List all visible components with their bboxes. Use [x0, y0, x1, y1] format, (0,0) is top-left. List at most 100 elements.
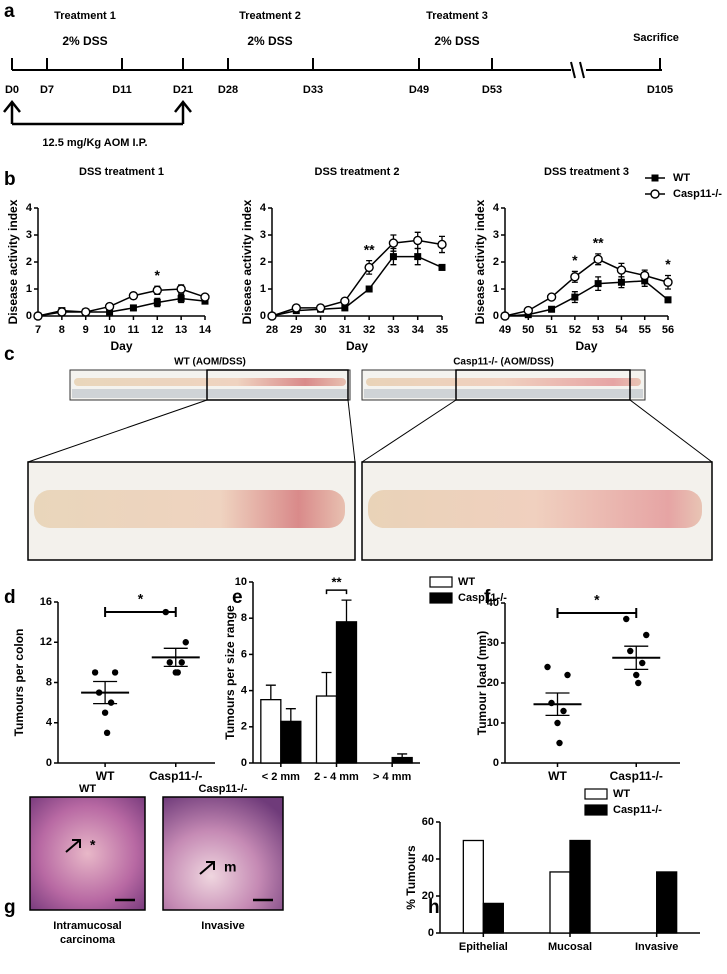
data-point — [643, 631, 650, 639]
data-point — [200, 292, 210, 302]
x-tick-label: 11 — [128, 324, 140, 336]
histology-annotation: m — [224, 859, 236, 875]
data-point — [437, 239, 447, 250]
bar — [462, 839, 484, 934]
x-tick-label: 35 — [436, 324, 448, 336]
bar — [315, 695, 338, 764]
panel-label: e — [232, 587, 243, 608]
legend-label: Casp11-/- — [458, 592, 507, 604]
y-tick-label: 12 — [40, 636, 52, 648]
legend-label: WT — [673, 172, 690, 184]
y-tick-label: 4 — [493, 202, 500, 214]
significance-bracket — [325, 589, 348, 595]
arrow-head — [3, 99, 21, 113]
data-point — [546, 292, 557, 302]
error-bar — [93, 680, 118, 705]
y-tick-label: 10 — [487, 717, 499, 729]
y-tick-label: 2 — [241, 721, 247, 733]
day-label: D0 — [5, 84, 19, 96]
legend-label: WT — [458, 576, 475, 588]
x-tick-label: 34 — [412, 324, 425, 336]
axis-break — [579, 61, 585, 79]
histology-arrow — [65, 839, 81, 853]
x-tick-label: 54 — [615, 324, 628, 336]
bar — [391, 756, 413, 764]
zoom-connector — [347, 399, 356, 463]
bar — [569, 839, 591, 934]
treatment-drug: 2% DSS — [434, 34, 479, 48]
bar — [549, 871, 571, 934]
x-axis-label: Day — [346, 339, 368, 353]
legend-swatch — [429, 592, 453, 604]
error-bar — [163, 647, 188, 668]
y-tick-label: 3 — [260, 229, 266, 241]
colon-zoom — [34, 490, 345, 528]
data-point — [364, 262, 374, 273]
y-tick-label: 20 — [487, 677, 499, 689]
significance-mark: * — [572, 252, 578, 268]
x-tick-label: Casp11-/- — [610, 769, 663, 783]
data-point — [633, 671, 640, 679]
x-tick-label: 14 — [199, 324, 212, 336]
data-point — [635, 679, 642, 687]
y-tick-label: 4 — [241, 685, 248, 697]
data-point — [663, 277, 673, 287]
legend-label: Casp11-/- — [673, 188, 722, 200]
data-point — [57, 307, 67, 317]
bar — [656, 871, 678, 934]
photo-label: Casp11-/- (AOM/DSS) — [453, 357, 554, 368]
histology-caption: Intramucosal carcinoma — [53, 920, 122, 946]
y-axis-label: Tumours per size range — [223, 605, 237, 740]
data-point — [111, 669, 119, 676]
data-point — [81, 307, 91, 317]
legend-label: Casp11-/- — [613, 804, 662, 816]
y-tick-label: 2 — [260, 256, 266, 268]
data-point — [616, 265, 627, 275]
zoom-box — [455, 369, 631, 401]
photo-label: WT (AOM/DSS) — [174, 357, 246, 368]
chart-title: DSS treatment 2 — [315, 166, 400, 178]
x-axis-label: Day — [575, 339, 597, 353]
data-point — [177, 294, 185, 302]
y-tick-label: 4 — [26, 202, 33, 214]
injection-label: 12.5 mg/Kg AOM I.P. — [42, 137, 147, 149]
treatment-drug: 2% DSS — [247, 34, 292, 48]
y-tick-label: 1 — [26, 283, 32, 295]
colon-strip — [366, 378, 641, 386]
data-point — [548, 305, 556, 313]
y-tick-label: 40 — [422, 853, 434, 865]
legend-swatch — [429, 576, 453, 588]
x-tick-label: WT — [548, 769, 567, 783]
y-tick-label: 0 — [26, 310, 32, 322]
data-point — [388, 238, 399, 248]
data-point — [664, 296, 672, 304]
significance-mark: * — [665, 256, 671, 272]
x-tick-label: 12 — [151, 324, 163, 336]
data-point — [101, 709, 109, 716]
data-point — [389, 253, 397, 261]
data-point — [594, 280, 602, 288]
data-point — [174, 669, 181, 676]
data-point — [103, 729, 111, 737]
histology-title: Casp11-/- — [199, 783, 248, 795]
y-tick-label: 0 — [241, 757, 247, 769]
panel-label: b — [4, 169, 16, 190]
treatment-title: Treatment 2 — [239, 10, 301, 22]
day-label: D7 — [40, 84, 54, 96]
data-point — [556, 739, 563, 747]
y-tick-label: 0 — [260, 310, 266, 322]
histology-arrow — [199, 861, 215, 875]
y-axis-label: Tumours per colon — [12, 629, 26, 737]
data-point — [544, 663, 551, 671]
x-tick-label: 13 — [175, 324, 187, 336]
y-tick-label: 3 — [26, 229, 32, 241]
day-label: D53 — [482, 84, 502, 96]
y-tick-label: 3 — [493, 229, 499, 241]
x-tick-label: 56 — [662, 324, 674, 336]
data-point — [291, 303, 301, 313]
panel-label: f — [484, 587, 491, 608]
data-point — [152, 285, 162, 296]
y-tick-label: 0 — [428, 927, 434, 939]
